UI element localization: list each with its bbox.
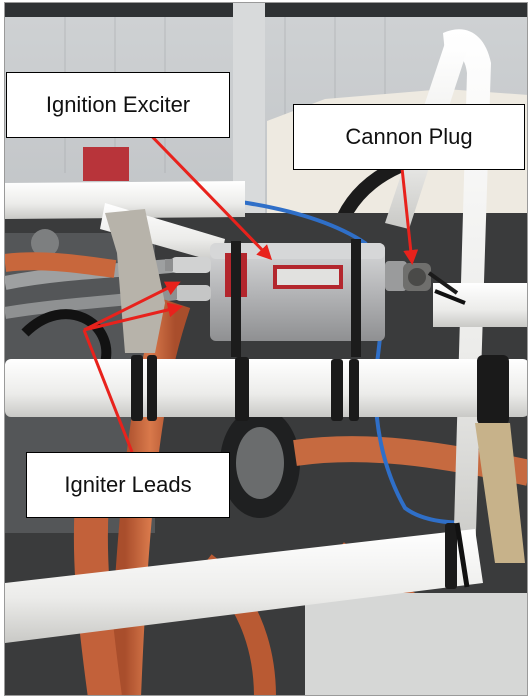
tan-bracket-right <box>475 423 525 563</box>
red-door-panel <box>83 147 129 181</box>
cannon-plug-connector <box>403 263 459 295</box>
white-tube-middle <box>5 359 527 417</box>
orange-hose-upper-left <box>5 252 117 278</box>
floor-plate <box>305 593 527 695</box>
igniter-leads-label: Igniter Leads <box>26 452 230 518</box>
zip-tie-lower <box>454 522 470 588</box>
gearbox-face <box>236 427 284 499</box>
ignition-exciter-label: Ignition Exciter <box>6 72 230 138</box>
engine-fitting <box>31 229 59 257</box>
white-tube-lower <box>5 529 483 643</box>
white-tube-right-stub <box>433 283 527 327</box>
igniter-lead-fittings <box>165 257 211 301</box>
zip-tie-plug <box>434 289 466 305</box>
tube-clamps <box>131 355 509 589</box>
ignition-exciter-unit <box>210 239 407 357</box>
roof-beam <box>5 3 527 17</box>
cannon-plug-label: Cannon Plug <box>293 104 525 170</box>
